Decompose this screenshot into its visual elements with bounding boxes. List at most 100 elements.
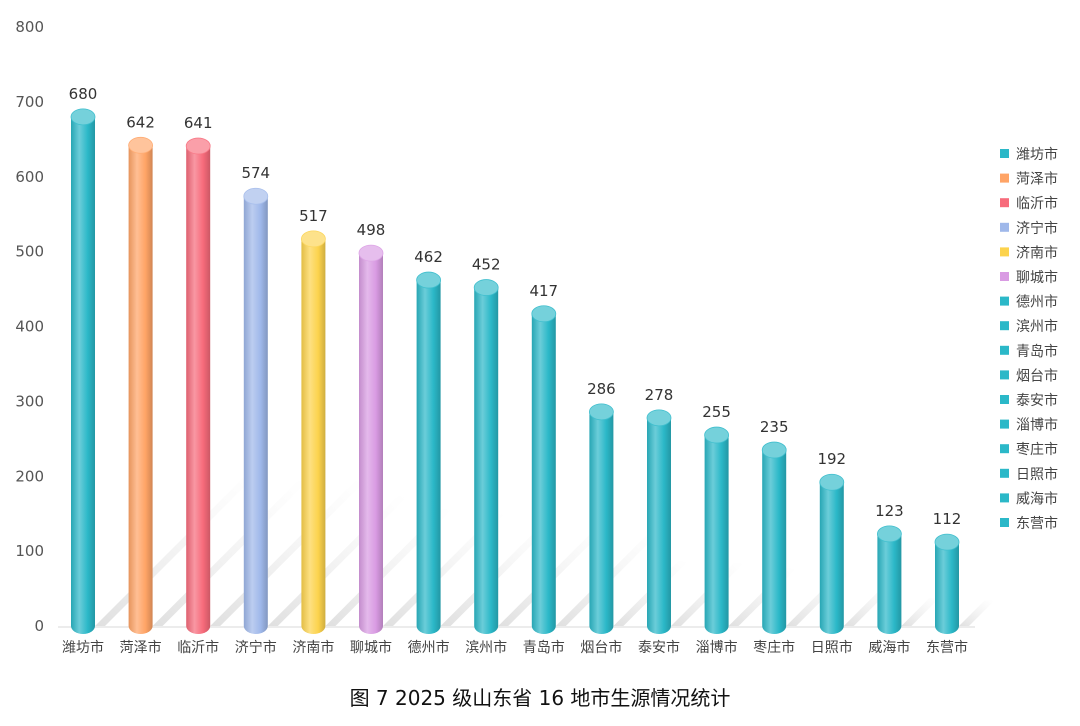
bar [531,313,556,634]
bar-cap [934,533,960,551]
legend-swatch [1000,493,1009,503]
legend-swatch [1000,419,1009,429]
y-tick-label: 800 [15,18,44,36]
bar [474,287,499,634]
x-tick-label: 烟台市 [580,639,622,656]
y-tick-label: 400 [15,318,44,336]
x-tick-label: 德州市 [408,639,450,656]
data-label: 255 [702,403,731,421]
legend-swatch [1000,518,1009,527]
bar-cap [243,187,269,205]
x-tick-label: 泰安市 [638,639,680,656]
legend-swatch [1000,321,1009,331]
data-label: 574 [241,164,270,182]
y-tick-label: 0 [34,617,44,635]
legend-swatch [1000,173,1009,183]
bar [71,116,95,635]
legend-label: 济南市 [1016,244,1058,261]
legend-label: 青岛市 [1016,343,1058,360]
legend-label: 淄博市 [1016,417,1058,434]
bar [819,482,844,634]
legend-label: 潍坊市 [1016,146,1058,163]
bar-cap [761,441,787,459]
data-label: 278 [645,386,674,404]
bar-cap [358,244,384,262]
legend-label: 德州市 [1016,294,1058,311]
x-tick-label: 滨州市 [465,639,507,656]
x-tick-label: 枣庄市 [753,639,795,656]
bar [935,542,959,634]
bar-cap [473,279,499,296]
legend-swatch [1000,272,1009,281]
data-label: 452 [472,256,501,274]
bar [589,411,614,634]
y-tick-label: 100 [15,542,44,560]
legend-swatch [1000,370,1009,380]
bar-cap [185,137,211,155]
data-label: 641 [184,114,213,132]
chart-title: 图 7 2025 级山东省 16 地市生源情况统计 [350,686,731,710]
bar-cap [646,409,672,427]
y-tick-label: 200 [15,467,44,485]
bar [416,280,441,634]
bar-shadow [267,495,408,626]
x-tick-label: 济宁市 [235,639,277,656]
bar [128,145,153,635]
bar-cap [589,403,614,421]
y-tick-label: 300 [15,392,44,410]
bar [762,450,787,634]
bar [877,533,902,634]
data-label: 517 [299,207,328,225]
legend-swatch [1000,444,1009,454]
legend-swatch [1000,395,1009,404]
x-tick-label: 菏泽市 [120,639,162,656]
bar [186,146,211,634]
data-label: 123 [875,502,904,520]
bar-cap [416,271,442,289]
bar-cap [70,108,96,126]
legend-label: 菏泽市 [1016,171,1058,188]
data-label: 642 [126,113,155,131]
x-tick-label: 济南市 [292,639,334,656]
x-tick-label: 潍坊市 [62,639,104,656]
bar-cap [531,305,557,323]
bars-group [70,108,960,635]
legend-swatch [1000,468,1009,478]
legend-label: 泰安市 [1016,392,1058,409]
bar-cap [300,230,326,248]
x-tick-label: 威海市 [868,639,910,656]
x-tick-label: 青岛市 [523,639,565,656]
legend-label: 东营市 [1016,515,1058,532]
x-tick-label: 聊城市 [350,639,392,656]
bar [704,435,729,634]
x-tick-label: 日照市 [811,639,853,656]
x-tick-label: 东营市 [926,639,968,656]
legend-label: 烟台市 [1016,367,1058,384]
legend-label: 威海市 [1016,490,1058,507]
y-tick-label: 500 [15,243,44,261]
legend-label: 滨州市 [1016,318,1058,335]
data-label: 192 [817,450,846,468]
legend-label: 济宁市 [1016,220,1058,237]
legend-swatch [1000,222,1009,232]
bar [359,253,383,634]
data-label: 417 [529,282,558,300]
legend-swatch [1000,296,1009,306]
legend-label: 枣庄市 [1016,441,1058,458]
data-label: 112 [933,510,962,528]
data-label: 498 [357,221,386,239]
legend-label: 临沂市 [1016,195,1058,212]
bar-cap [128,136,154,154]
bar [647,417,671,634]
bar-shadow [901,598,940,626]
data-label: 462 [414,248,443,266]
legend-label: 聊城市 [1016,269,1058,286]
legend-swatch [1000,149,1009,158]
legend: 潍坊市菏泽市临沂市济宁市济南市聊城市德州市滨州市青岛市烟台市泰安市淄博市枣庄市日… [1000,146,1058,532]
bar-shadow [959,600,995,626]
bar-cap [819,473,845,491]
y-tick-label: 600 [15,168,44,186]
y-tick-label: 700 [15,93,44,111]
x-tick-label: 淄博市 [696,639,738,656]
